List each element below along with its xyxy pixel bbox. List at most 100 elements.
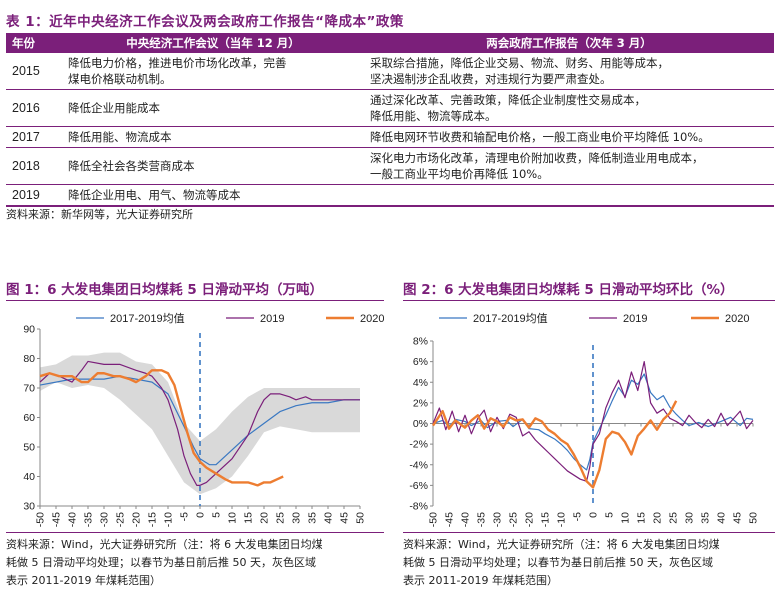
- chart1-x-tick-label: -40: [67, 512, 79, 527]
- chart1-source: 资料来源：Wind，光大证券研究所（注：将 6 大发电集团日均煤 耗做 5 日滑…: [6, 536, 323, 590]
- cell-report: 通过深化改革、完善政策，降低企业制度性交易成本， 降低用能、物流等成本。: [364, 89, 774, 127]
- chart2-legend-label-2: 2020: [725, 313, 749, 325]
- chart1-legend-label-0: 2017-2019均值: [110, 312, 185, 325]
- chart1-y-tick-label: 70: [23, 383, 35, 395]
- chart1-series-line-1: [39, 360, 360, 486]
- chart2: -8%-6%-4%-2%0%2%4%6%8%-50 -45 -40 -35 -30 -25…: [409, 312, 760, 527]
- chart2-x-tick-label: 45: [732, 512, 744, 524]
- chart1-x-tick-label: 10: [227, 512, 239, 524]
- cell-ceconf-line: 降低电力价格，推进电价市场化改革，完善: [68, 56, 287, 70]
- cell-year: 2016: [6, 89, 62, 127]
- chart1-x-tick-label: 5: [211, 512, 223, 518]
- chart1-x-tick-label: -15: [147, 512, 159, 527]
- cell-report-line: 坚决遏制涉企乱收费，对违规行为要严肃查处。: [370, 72, 612, 86]
- cell-ceconf-line: 煤电价格联动机制。: [68, 72, 172, 86]
- table-header-row: 年份 中央经济工作会议（当年 12 月） 两会政府工作报告（次年 3 月）: [6, 33, 774, 53]
- cell-ceconf-line: 降低企业用能成本: [68, 101, 160, 115]
- table-row: 2019 降低企业用电、用气、物流等成本: [6, 184, 774, 207]
- chart1-y-tick-label: 40: [23, 471, 35, 483]
- chart2-y-tick-label: 2%: [413, 397, 428, 409]
- chart2-x-tick-label: -35: [476, 512, 488, 527]
- chart2-y-tick-label: -2%: [409, 439, 428, 451]
- cell-ceconf: 降低企业用电、用气、物流等成本: [62, 184, 364, 207]
- chart1-x-tick-label: -30: [99, 512, 111, 527]
- chart1-title: 图 1：6 大发电集团日均煤耗 5 日滑动平均（万吨）: [6, 282, 323, 298]
- chart1-legend-label-2: 2020: [360, 313, 384, 325]
- cell-report-line: 降低电网环节收费和输配电价格，一般工商业电价平均降低 10%。: [370, 130, 710, 144]
- cell-report-line: 一般工商业平均电价再降低 10%。: [370, 167, 549, 181]
- cell-year: 2015: [6, 53, 62, 90]
- cell-report: 深化电力市场化改革，清理电价附加收费，降低制造业用电成本， 一般工商业平均电价再降…: [364, 147, 774, 185]
- chart2-x-tick-label: 5: [604, 512, 616, 518]
- chart1-bottom-rule: [6, 532, 384, 533]
- chart2-x-tick-label: 20: [652, 512, 664, 524]
- chart1-x-tick-label: 15: [243, 512, 255, 524]
- chart1-legend-label-1: 2019: [260, 313, 284, 325]
- chart2-x-tick-label: 50: [748, 512, 760, 524]
- chart1-x-tick-label: 30: [291, 512, 303, 524]
- cell-year: 2019: [6, 184, 62, 207]
- chart1-top-rule: [6, 300, 384, 301]
- cell-ceconf-line: 降低企业用电、用气、物流等成本: [68, 188, 241, 202]
- chart2-x-tick-label: -25: [508, 512, 520, 527]
- cell-ceconf: 降低电力价格，推进电价市场化改革，完善 煤电价格联动机制。: [62, 53, 364, 90]
- chart1-y-tick-label: 50: [23, 442, 35, 454]
- chart2-x-tick-label: -15: [540, 512, 552, 527]
- chart2-y-tick-label: -4%: [409, 459, 428, 471]
- chart2-y-tick-label: 0%: [413, 418, 428, 430]
- table-row: 2018 降低全社会各类营商成本 深化电力市场化改革，清理电价附加收费，降低制造业用…: [6, 147, 774, 185]
- chart2-y-tick-label: 6%: [413, 356, 428, 368]
- chart1-x-tick-label: 0: [195, 512, 207, 518]
- header-year: 年份: [6, 33, 62, 53]
- chart2-x-tick-label: 15: [636, 512, 648, 524]
- chart1-x-tick-label: 50: [355, 512, 367, 524]
- chart1-x-tick-label: 35: [307, 512, 319, 524]
- cell-year: 2017: [6, 126, 62, 148]
- chart1-x-tick-label: -10: [163, 512, 175, 527]
- table-source: 资料来源：新华网等，光大证券研究所: [6, 208, 193, 221]
- cell-report: 采取综合措施，降低企业交易、物流、财务、用能等成本， 坚决遏制涉企乱收费，对违规行…: [364, 53, 774, 90]
- chart1-y-tick-label: 80: [23, 353, 35, 365]
- chart2-y-tick-label: 4%: [413, 377, 428, 389]
- chart2-x-tick-label: -10: [556, 512, 568, 527]
- chart1-x-tick-label: 40: [323, 512, 335, 524]
- cell-report: [364, 184, 774, 207]
- chart2-x-tick-label: -45: [444, 512, 456, 527]
- chart2-title: 图 2：6 大发电集团日均煤耗 5 日滑动平均环比（%）: [403, 282, 734, 298]
- chart1-source-line: 耗做 5 日滑动平均处理；以春节为基日前后推 50 天，灰色区域: [6, 556, 316, 569]
- chart2-x-tick-label: 40: [716, 512, 728, 524]
- chart2-source-line: 表示 2011-2019 年煤耗范围）: [403, 574, 558, 587]
- chart1-x-tick-label: -20: [131, 512, 143, 527]
- chart1-y-tick-label: 90: [23, 324, 35, 336]
- chart2-x-tick-label: 0: [588, 512, 600, 518]
- cell-report-line: 深化电力市场化改革，清理电价附加收费，降低制造业用电成本，: [370, 151, 704, 165]
- chart2-x-tick-label: -40: [460, 512, 472, 527]
- chart1-x-tick-label: 25: [275, 512, 287, 524]
- header-ceconf: 中央经济工作会议（当年 12 月）: [62, 33, 364, 53]
- chart1-source-line: 资料来源：Wind，光大证券研究所（注：将 6 大发电集团日均煤: [6, 538, 323, 551]
- chart2-y-tick-label: -6%: [409, 480, 428, 492]
- cell-ceconf-line: 降低用能、物流成本: [68, 130, 172, 144]
- chart1-range-band: [40, 352, 360, 495]
- chart2-source-line: 资料来源：Wind，光大证券研究所（注：将 6 大发电集团日均煤: [403, 538, 720, 551]
- policy-table: 年份 中央经济工作会议（当年 12 月） 两会政府工作报告（次年 3 月） 20…: [6, 33, 774, 207]
- cell-ceconf: 降低全社会各类营商成本: [62, 147, 364, 185]
- table-row: 2016 降低企业用能成本 通过深化改革、完善政策，降低企业制度性交易成本， 降低用能…: [6, 89, 774, 127]
- chart2-source: 资料来源：Wind，光大证券研究所（注：将 6 大发电集团日均煤 耗做 5 日滑…: [403, 536, 720, 590]
- chart2-top-rule: [403, 300, 775, 301]
- chart2-x-tick-label: -20: [524, 512, 536, 527]
- chart1-series-line-0: [39, 375, 360, 466]
- chart1-y-tick-label: 60: [23, 412, 35, 424]
- chart1-x-tick-label: -45: [51, 512, 63, 527]
- cell-report-line: 采取综合措施，降低企业交易、物流、财务、用能等成本，: [370, 56, 669, 70]
- cell-report-line: 降低用能、物流等成本。: [370, 109, 497, 123]
- chart1-source-line: 表示 2011-2019 年煤耗范围）: [6, 574, 161, 587]
- chart2-y-tick-label: -8%: [409, 501, 428, 513]
- chart1-y-tick-label: 30: [23, 501, 35, 513]
- chart1-series-line-2: [39, 369, 284, 487]
- chart1-x-tick-label: 45: [339, 512, 351, 524]
- table-title: 表 1：近年中央经济工作会议及两会政府工作报告“降成本”政策: [6, 14, 404, 30]
- cell-report: 降低电网环节收费和输配电价格，一般工商业电价平均降低 10%。: [364, 126, 774, 148]
- table-row: 2017 降低用能、物流成本 降低电网环节收费和输配电价格，一般工商业电价平均降低 …: [6, 126, 774, 148]
